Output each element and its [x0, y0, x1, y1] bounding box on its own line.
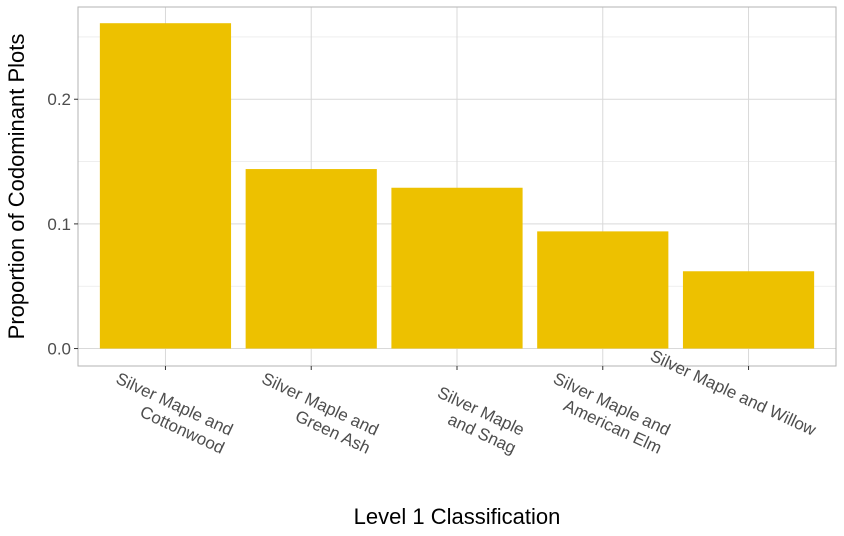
bars-layer — [99, 23, 815, 349]
x-tick-label: Silver Maple andCottonwood — [105, 369, 236, 458]
bar — [682, 271, 815, 349]
bar — [537, 231, 669, 349]
x-tick-label: Silver Maple and Willow — [647, 346, 819, 440]
x-tick-label: Silver Maple andAmerican Elm — [542, 369, 673, 458]
y-tick-label: 0.0 — [47, 340, 71, 359]
x-tick-label: Silver Mapleand Snag — [426, 383, 527, 458]
bar — [245, 169, 377, 349]
x-tick-label: Silver Maple andGreen Ash — [250, 369, 381, 458]
y-tick-label: 0.2 — [47, 90, 71, 109]
x-axis-title: Level 1 Classification — [354, 504, 561, 529]
bar — [99, 23, 232, 349]
bar — [391, 187, 523, 349]
x-tick-label-line: Silver Maple and Willow — [647, 346, 819, 440]
y-axis-title: Proportion of Codominant Plots — [4, 34, 29, 340]
y-tick-label: 0.1 — [47, 215, 71, 234]
